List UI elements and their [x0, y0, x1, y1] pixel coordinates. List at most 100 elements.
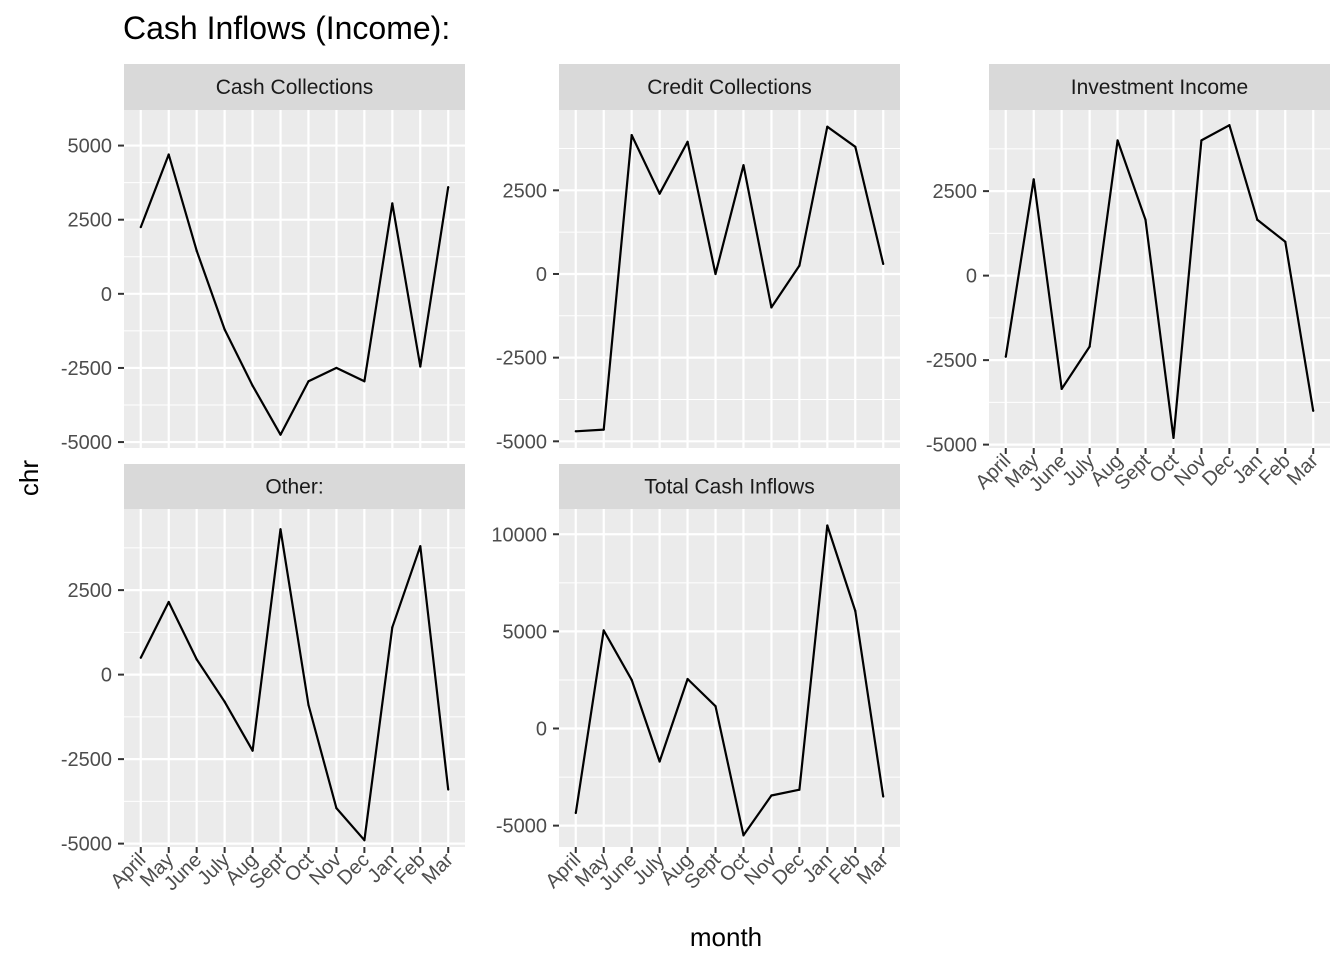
- data-point: [391, 626, 394, 629]
- panel-background: [559, 110, 900, 448]
- facet-panel: Total Cash Inflows-50000500010000AprilMa…: [491, 464, 900, 895]
- data-point: [742, 834, 745, 837]
- data-point: [658, 760, 661, 763]
- data-point: [686, 677, 689, 681]
- data-point: [251, 384, 254, 387]
- data-point: [770, 306, 773, 309]
- data-point: [658, 192, 661, 195]
- facet-strip-label: Investment Income: [1071, 76, 1248, 99]
- data-point: [686, 140, 689, 143]
- data-point: [742, 164, 745, 167]
- data-point: [882, 262, 885, 266]
- y-tick-label: -5000: [926, 435, 977, 457]
- facet-strip: [559, 464, 900, 509]
- y-tick-label: 2500: [68, 580, 113, 602]
- series-line: [139, 153, 450, 436]
- data-point: [602, 428, 605, 431]
- data-point: [798, 788, 801, 791]
- data-point: [307, 380, 310, 383]
- data-point: [826, 125, 829, 128]
- series-line: [574, 524, 885, 837]
- panel-background: [124, 110, 465, 448]
- facet-panel: Credit Collections -5000 -2500 0 2500: [496, 64, 900, 453]
- y-tick-label: -5000: [61, 432, 112, 454]
- data-point: [1088, 345, 1091, 348]
- y-tick-label: 2500: [503, 180, 548, 202]
- data-point: [195, 658, 198, 661]
- facet-strip-label: Other:: [265, 476, 323, 499]
- facet-strip-label: Total Cash Inflows: [644, 476, 814, 499]
- series-line: [1004, 124, 1315, 439]
- data-point: [1200, 139, 1203, 142]
- panel-background: [559, 509, 900, 847]
- data-point: [1032, 178, 1035, 181]
- data-point: [335, 807, 338, 810]
- data-point: [223, 328, 226, 331]
- data-point: [1172, 436, 1175, 439]
- data-point: [630, 678, 633, 682]
- data-point: [714, 705, 717, 708]
- data-point: [1116, 139, 1119, 142]
- y-tick-label: 10000: [491, 524, 547, 546]
- data-point: [1312, 409, 1315, 412]
- y-tick-label: 0: [101, 284, 112, 306]
- data-point: [854, 145, 857, 148]
- data-point: [854, 609, 857, 613]
- data-point: [363, 380, 366, 383]
- x-tick-label: Mar: [1283, 450, 1323, 490]
- data-point: [1060, 387, 1063, 390]
- x-axis-title: month: [690, 922, 762, 952]
- y-tick-label: -5000: [496, 816, 547, 838]
- facet-strip: [989, 64, 1330, 110]
- y-tick-label: -5000: [61, 834, 112, 856]
- data-point: [279, 433, 282, 436]
- facet-panel: Cash Collections -5000 -2500 0 2500 5000: [61, 64, 465, 454]
- facet-strip-label: Cash Collections: [216, 76, 374, 99]
- data-point: [770, 794, 773, 797]
- data-point: [139, 226, 142, 229]
- data-point: [1144, 218, 1147, 221]
- data-point: [307, 703, 310, 707]
- data-point: [419, 365, 422, 368]
- y-tick-label: 2500: [68, 210, 113, 232]
- data-point: [826, 524, 829, 527]
- y-tick-label: -5000: [496, 431, 547, 453]
- data-point: [335, 366, 338, 370]
- data-point: [195, 249, 198, 252]
- x-tick-label: Mar: [853, 849, 893, 889]
- data-point: [447, 788, 450, 791]
- data-point: [419, 545, 422, 548]
- facet-strip: [124, 64, 465, 110]
- y-axis-title: chr: [14, 460, 44, 496]
- y-tick-label: 2500: [933, 181, 978, 203]
- y-tick-label: 0: [536, 264, 547, 286]
- data-point: [798, 264, 801, 267]
- data-point: [363, 839, 366, 842]
- x-tick-label: Mar: [418, 849, 458, 889]
- data-point: [882, 795, 885, 798]
- facet-strip: [124, 464, 465, 509]
- data-point: [714, 272, 717, 276]
- data-point: [447, 185, 450, 189]
- data-point: [1256, 218, 1259, 221]
- y-tick-label: 0: [101, 665, 112, 687]
- y-tick-label: -2500: [61, 358, 112, 380]
- chart-title: Cash Inflows (Income):: [123, 10, 450, 46]
- series-line: [139, 528, 450, 842]
- data-point: [167, 153, 170, 156]
- data-point: [630, 133, 633, 137]
- data-point: [1284, 240, 1287, 243]
- data-point: [1004, 355, 1007, 358]
- data-point: [223, 700, 226, 703]
- data-point: [602, 629, 605, 632]
- panel-background: [989, 110, 1330, 448]
- data-point: [279, 528, 282, 531]
- y-tick-label: -2500: [61, 749, 112, 771]
- y-tick-label: 5000: [68, 136, 113, 158]
- facet-panels: Cash Collections -5000 -2500 0 2500 5000 Credi…: [61, 64, 1330, 895]
- facet-panel: Investment Income-5000-250002500AprilMay…: [926, 64, 1330, 496]
- facet-panel: Other:-5000-250002500AprilMayJuneJulyAug…: [61, 464, 465, 895]
- data-point: [574, 430, 577, 433]
- data-point: [391, 202, 394, 205]
